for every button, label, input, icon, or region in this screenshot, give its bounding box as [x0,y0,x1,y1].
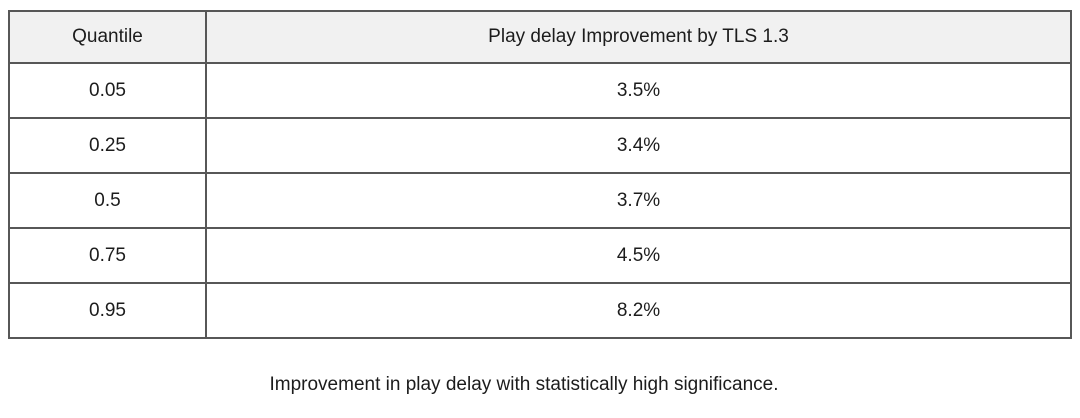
play-delay-table: Quantile Play delay Improvement by TLS 1… [8,10,1072,339]
quantile-cell: 0.05 [8,62,207,119]
quantile-cell: 0.5 [8,172,207,229]
improvement-cell: 3.5% [205,62,1072,119]
table-header: Quantile Play delay Improvement by TLS 1… [8,10,1072,64]
header-cell-quantile: Quantile [8,10,207,64]
figure-caption: Improvement in play delay with statistic… [269,374,779,395]
header-row: Quantile Play delay Improvement by TLS 1… [8,10,1072,64]
improvement-cell: 3.7% [205,172,1072,229]
table-row: 0.25 3.4% [8,117,1072,174]
table-row: 0.5 3.7% [8,172,1072,229]
table-row: 0.05 3.5% [8,62,1072,119]
header-cell-improvement: Play delay Improvement by TLS 1.3 [205,10,1072,64]
quantile-cell: 0.95 [8,282,207,339]
table-row: 0.95 8.2% [8,282,1072,339]
quantile-cell: 0.25 [8,117,207,174]
table-body: 0.05 3.5% 0.25 3.4% 0.5 3.7% 0.75 4.5% 0… [8,62,1072,339]
improvement-cell: 8.2% [205,282,1072,339]
improvement-cell: 4.5% [205,227,1072,284]
quantile-cell: 0.75 [8,227,207,284]
improvement-cell: 3.4% [205,117,1072,174]
table-row: 0.75 4.5% [8,227,1072,284]
